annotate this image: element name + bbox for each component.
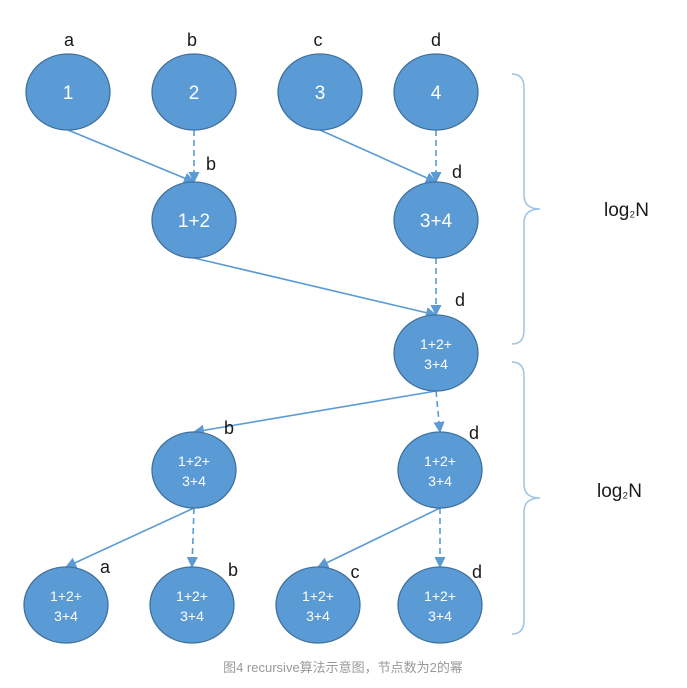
node-value-line: 1+2+ — [424, 588, 456, 604]
node-value-line: 3+4 — [428, 473, 452, 489]
node-circle — [393, 181, 479, 259]
edge-solid — [64, 507, 195, 568]
node: 2b — [151, 30, 237, 131]
node: 1+2+ 3+4 d — [397, 562, 483, 644]
node-label: c — [314, 30, 323, 50]
node-label: b — [228, 560, 238, 580]
node-value: 3+4 — [420, 211, 453, 232]
node-label: d — [431, 30, 441, 50]
node: 4d — [393, 30, 479, 131]
brace-label: log₂N — [597, 481, 642, 502]
node-label: a — [64, 30, 75, 50]
node: 1+2+ 3+4 c — [275, 562, 361, 644]
node-value-line: 1+2+ — [176, 588, 208, 604]
node-value-line: 3+4 — [54, 608, 78, 624]
figure-caption: 图4 recursive算法示意图，节点数为2的幂 — [223, 660, 463, 675]
edge-dashed — [433, 390, 445, 434]
edge-dashed — [186, 507, 198, 569]
node: 1+2+ 3+4 b — [149, 560, 238, 644]
node: 3+4 d — [393, 162, 479, 259]
node-value-line: 1+2+ — [178, 453, 210, 469]
node-value-line: 3+4 — [428, 608, 452, 624]
node-value-line: 3+4 — [424, 356, 448, 372]
node-value-line: 3+4 — [180, 608, 204, 624]
node-label: b — [224, 418, 234, 438]
node-circle — [277, 53, 363, 131]
edge-solid — [319, 129, 438, 183]
node-circle — [23, 566, 109, 644]
nodes: 1a2b3c4d1+2b3+4d1+2+3+4d1+2+3+4b1+2+3+4d… — [23, 30, 483, 644]
node-circle — [151, 431, 237, 509]
node: 1+2+ 3+4 b — [151, 418, 237, 509]
node-value-line: 1+2+ — [302, 588, 334, 604]
node-circle — [397, 431, 483, 509]
node: 3c — [277, 30, 363, 131]
node-circle — [151, 181, 237, 259]
edges — [64, 129, 446, 569]
node: 1+2 b — [151, 154, 237, 259]
node-circle — [397, 566, 483, 644]
node-label: a — [100, 557, 111, 577]
node-value: 4 — [431, 83, 442, 104]
edge-solid — [67, 129, 196, 184]
node-label: b — [187, 30, 197, 50]
edge-solid — [316, 507, 441, 568]
node-label: d — [469, 423, 479, 443]
node-circle — [25, 53, 111, 131]
curly-brace — [511, 73, 541, 345]
node-circle — [151, 53, 237, 131]
braces: log₂N log₂N — [511, 73, 649, 635]
node-value-line: 1+2+ — [420, 336, 452, 352]
node-circle — [393, 314, 479, 392]
node-label: d — [472, 562, 482, 582]
node-circle — [275, 566, 361, 644]
node-value-line: 3+4 — [306, 608, 330, 624]
node: 1+2+ 3+4 d — [393, 290, 479, 392]
node-label: c — [351, 562, 360, 582]
node: 1+2+ 3+4 a — [23, 557, 111, 644]
curly-brace — [511, 361, 541, 635]
node: 1+2+ 3+4 d — [397, 423, 483, 509]
node-value: 3 — [315, 83, 326, 104]
node-label: d — [452, 162, 462, 182]
node-circle — [393, 53, 479, 131]
node-value-line: 1+2+ — [50, 588, 82, 604]
edge-solid — [193, 257, 438, 319]
node-value-line: 1+2+ — [424, 453, 456, 469]
edge-solid — [192, 390, 437, 436]
node-label: b — [206, 154, 216, 174]
node-value: 2 — [189, 83, 200, 104]
brace-label: log₂N — [604, 200, 649, 221]
node-circle — [149, 566, 235, 644]
node-value: 1 — [63, 83, 74, 104]
node: 1a — [25, 30, 111, 131]
node-label: d — [455, 290, 465, 310]
node-value-line: 3+4 — [182, 473, 206, 489]
node-value: 1+2 — [178, 211, 210, 232]
